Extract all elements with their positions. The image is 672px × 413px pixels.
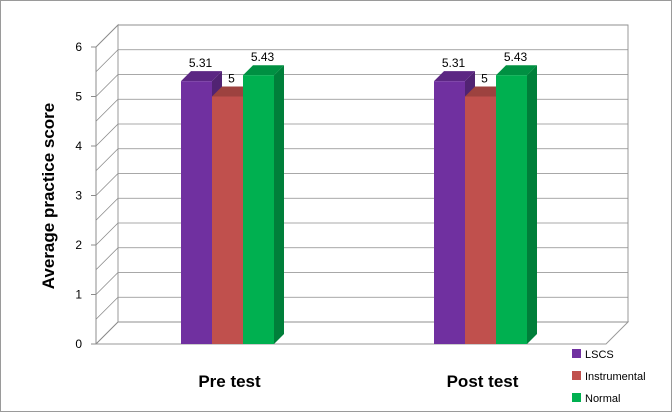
bar-top-instrumental [465,86,506,97]
gridline [95,49,628,73]
bar-top-normal [496,65,537,76]
gridline [95,98,628,122]
legend-label-normal: Normal [585,393,620,405]
bar-lscs [181,81,212,344]
y-tick-label: 3 [75,189,82,203]
gridline [95,247,628,271]
gridline [95,24,628,48]
bar-normal [243,75,274,344]
data-label: 5.43 [504,50,528,64]
bar-instrumental [465,96,496,344]
y-tick-label: 2 [75,238,82,252]
bar-lscs [434,81,465,344]
data-label: 5.31 [442,56,466,70]
y-tick-label: 5 [75,90,82,104]
data-labels: 5.31 5 5.43 5.31 5 5.43 [189,50,528,85]
gridlines [95,24,628,345]
gridline [95,272,628,295]
gridline [95,222,628,246]
gridline [95,197,628,221]
legend-swatch-normal [572,393,581,402]
data-label: 5 [228,72,235,86]
bar-top-lscs [181,71,222,82]
y-axis-ticks: 0 1 2 3 4 5 6 [75,40,97,351]
gridline [95,74,628,97]
gridline [95,123,628,147]
legend: LSCS Instrumental Normal [572,349,646,405]
legend-swatch-lscs [572,349,581,358]
x-category-label: Post test [447,372,519,391]
bar-top-lscs [434,71,475,82]
chart-walls [94,23,630,345]
bars [181,65,537,344]
category-labels: Pre test Post test [198,372,518,391]
bar-side-normal [527,65,537,344]
y-tick-label: 6 [75,40,82,54]
bar-top-normal [243,65,284,76]
legend-label-lscs: LSCS [585,349,614,361]
y-tick-label: 1 [75,288,82,302]
data-label: 5.43 [251,50,275,64]
y-axis-label: Average practice score [39,103,58,289]
gridline [95,148,628,172]
data-label: 5 [481,72,488,86]
floor [94,321,630,345]
bar-normal [496,75,527,344]
bar-top-instrumental [212,86,253,97]
data-label: 5.31 [189,56,213,70]
y-tick-label: 0 [75,337,82,351]
legend-label-instrumental: Instrumental [585,371,646,383]
legend-swatch-instrumental [572,371,581,380]
gridline [95,173,628,196]
x-category-label: Pre test [198,372,261,391]
y-tick-label: 4 [75,139,82,153]
bar-side-normal [274,65,284,344]
bar-instrumental [212,96,243,344]
gridline [95,296,628,320]
